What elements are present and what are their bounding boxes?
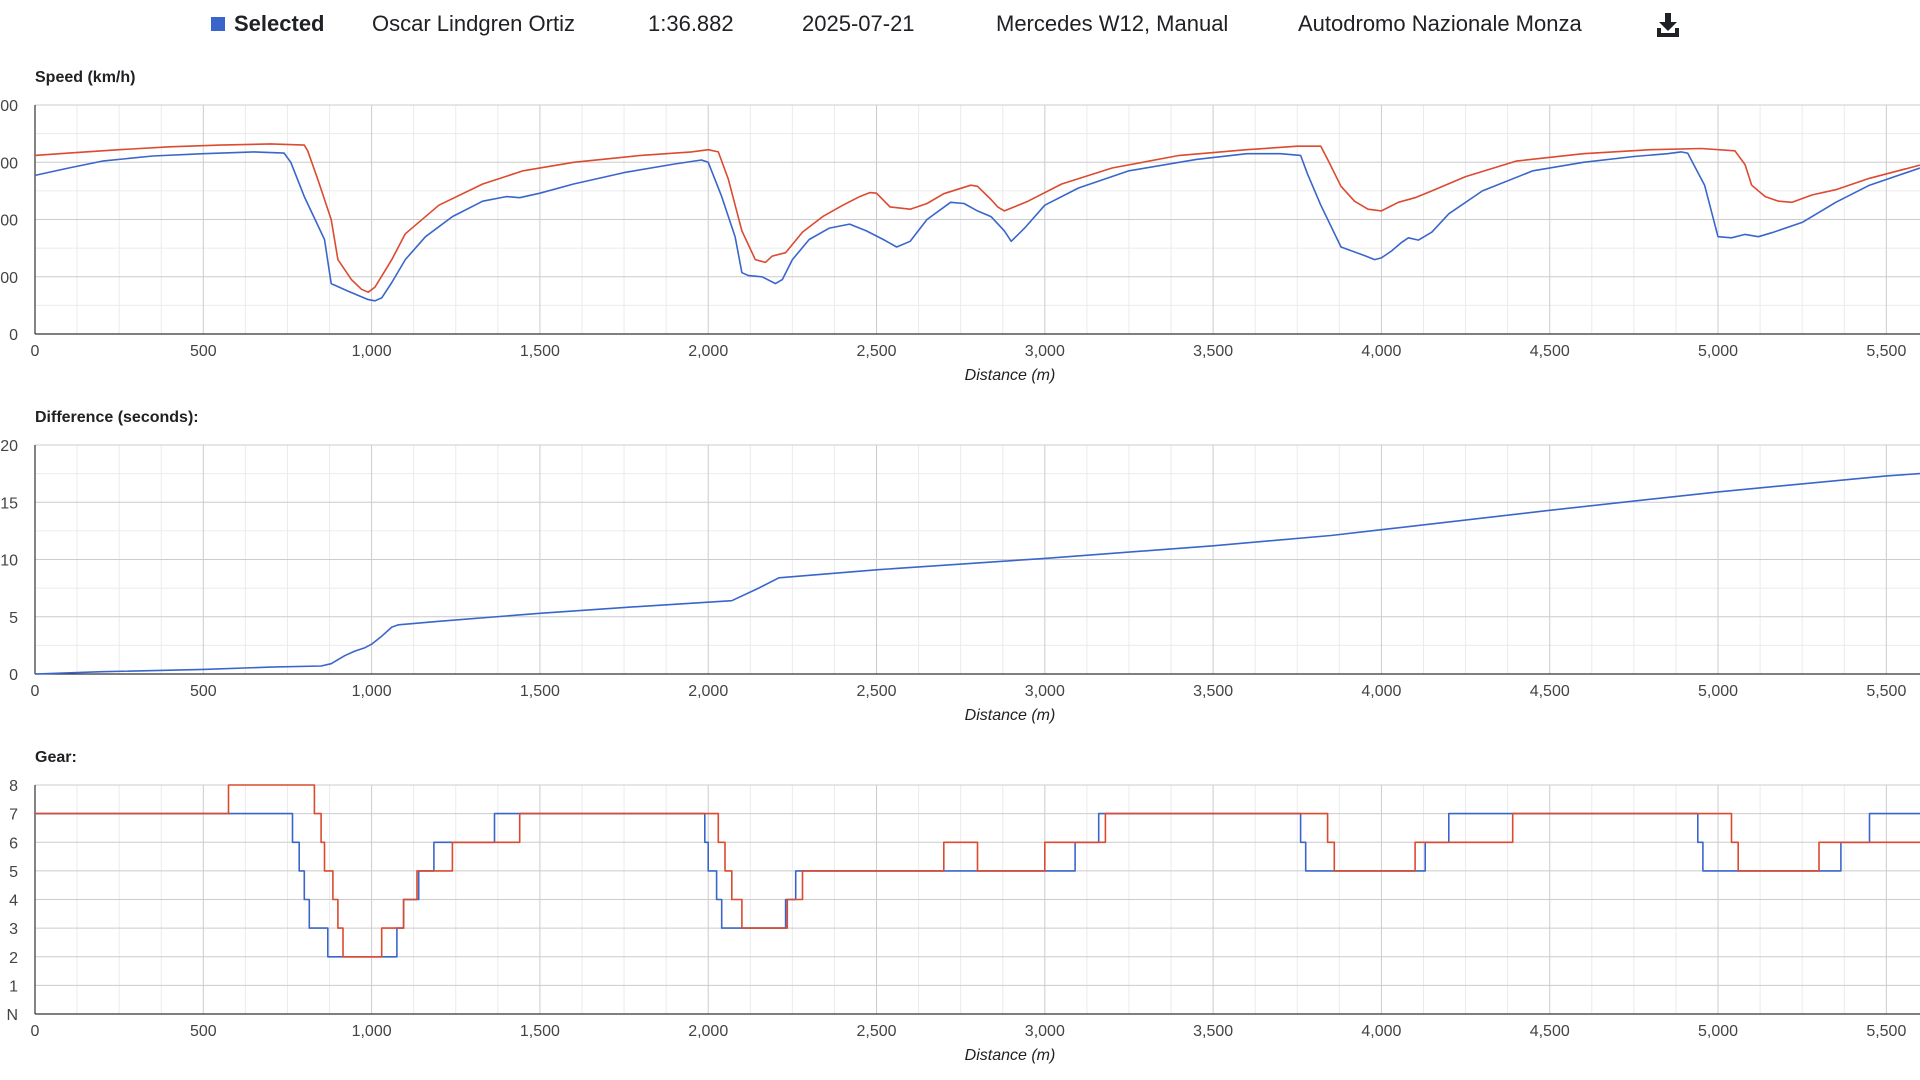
- y-tick-label: 4: [9, 893, 18, 910]
- y-tick-label: 3: [9, 921, 18, 938]
- y-tick-label: 2: [9, 950, 18, 967]
- x-tick-label: 5,000: [1698, 343, 1738, 360]
- speed-chart: 0 500 1,000 1,500 2,000 2,500 3,000 3,500 4,000 4…: [0, 69, 1920, 384]
- track-name: Autodromo Nazionale Monza: [1298, 11, 1582, 36]
- series-line-0: [35, 812, 1920, 958]
- x-tick-label: 3,500: [1193, 1023, 1233, 1040]
- x-tick-label: 5,500: [1866, 1023, 1906, 1040]
- x-tick-label: 1,500: [520, 683, 560, 700]
- x-tick-label: 4,000: [1361, 683, 1401, 700]
- x-tick-label: 3,000: [1025, 683, 1065, 700]
- download-button[interactable]: [1654, 10, 1682, 40]
- chart-title: Gear:: [35, 749, 77, 766]
- chart-title: Speed (km/h): [35, 69, 135, 86]
- x-tick-label: 2,500: [856, 343, 896, 360]
- x-tick-label: 3,000: [1025, 343, 1065, 360]
- x-tick-label: 5,000: [1698, 683, 1738, 700]
- y-tick-label: 20: [0, 438, 18, 455]
- series-line-1: [34, 143, 1920, 293]
- selected-color-swatch: [211, 17, 225, 31]
- x-tick-label: 1,000: [352, 1023, 392, 1040]
- y-tick-label: 5: [9, 610, 18, 627]
- x-tick-label: 5,500: [1866, 683, 1906, 700]
- y-tick-label: 1: [9, 978, 18, 995]
- x-tick-label: 3,000: [1025, 1023, 1065, 1040]
- x-tick-label: 4,500: [1530, 683, 1570, 700]
- x-tick-label: 1,500: [520, 343, 560, 360]
- x-tick-label: 500: [190, 1023, 217, 1040]
- x-tick-label: 2,000: [688, 343, 728, 360]
- y-tick-label: 8: [9, 778, 18, 795]
- chart-title: Difference (seconds):: [35, 409, 199, 426]
- y-tick-label: 00: [0, 98, 18, 115]
- y-tick-label: 5: [9, 864, 18, 881]
- y-tick-label: 00: [0, 155, 18, 172]
- x-tick-label: 4,500: [1530, 1023, 1570, 1040]
- y-tick-label: 6: [9, 835, 18, 852]
- gear-chart: 0 500 1,000 1,500 2,000 2,500 3,000 3,500 4,000 4…: [6, 749, 1920, 1064]
- x-tick-label: 1,500: [520, 1023, 560, 1040]
- y-tick-label: 10: [0, 553, 18, 570]
- x-axis-label: Distance (m): [965, 367, 1056, 384]
- y-tick-label: 00: [0, 213, 18, 230]
- series-line-1: [35, 784, 1920, 958]
- x-tick-label: 1,000: [352, 683, 392, 700]
- x-tick-label: 2,000: [688, 1023, 728, 1040]
- y-tick-label: 7: [9, 807, 18, 824]
- x-tick-label: 1,000: [352, 343, 392, 360]
- x-tick-label: 0: [31, 343, 40, 360]
- x-tick-label: 0: [31, 1023, 40, 1040]
- x-tick-label: 4,000: [1361, 343, 1401, 360]
- x-tick-label: 500: [190, 343, 217, 360]
- x-tick-label: 2,500: [856, 1023, 896, 1040]
- series-line-0: [34, 151, 1920, 302]
- x-tick-label: 3,500: [1193, 343, 1233, 360]
- x-tick-label: 500: [190, 683, 217, 700]
- y-tick-label: 0: [9, 327, 18, 344]
- series-line-0: [34, 472, 1920, 675]
- y-tick-label: 00: [0, 270, 18, 287]
- selected-label: Selected: [234, 11, 325, 36]
- x-tick-label: 3,500: [1193, 683, 1233, 700]
- x-tick-label: 0: [31, 683, 40, 700]
- y-tick-label: N: [6, 1007, 18, 1024]
- x-tick-label: 2,500: [856, 683, 896, 700]
- download-icon: [1657, 13, 1679, 37]
- x-axis-label: Distance (m): [965, 707, 1056, 724]
- y-tick-label: 15: [0, 495, 18, 512]
- driver-name: Oscar Lindgren Ortiz: [372, 11, 575, 36]
- difference-chart: 0 500 1,000 1,500 2,000 2,500 3,000 3,500 4,000 4…: [0, 409, 1920, 724]
- x-tick-label: 4,500: [1530, 343, 1570, 360]
- x-tick-label: 2,000: [688, 683, 728, 700]
- x-tick-label: 5,000: [1698, 1023, 1738, 1040]
- lap-header: Selected Oscar Lindgren Ortiz 1:36.882 2…: [0, 0, 1920, 50]
- x-axis-label: Distance (m): [965, 1047, 1056, 1064]
- lap-date: 2025-07-21: [802, 11, 915, 36]
- lap-time: 1:36.882: [648, 11, 734, 36]
- x-tick-label: 4,000: [1361, 1023, 1401, 1040]
- x-tick-label: 5,500: [1866, 343, 1906, 360]
- y-tick-label: 0: [9, 667, 18, 684]
- car-name: Mercedes W12, Manual: [996, 11, 1229, 36]
